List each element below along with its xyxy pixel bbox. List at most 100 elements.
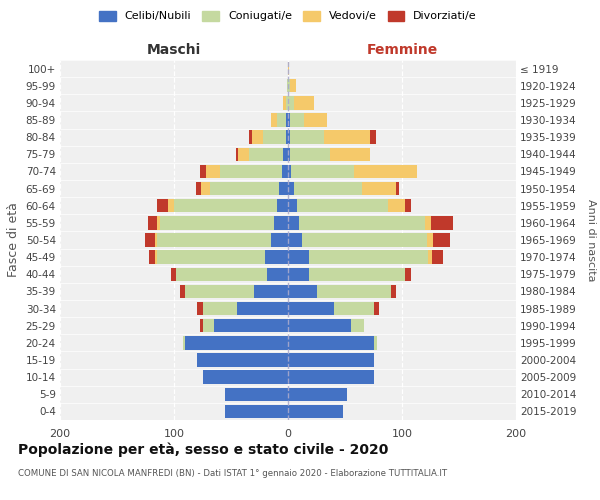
Bar [425,216,431,230]
Bar [160,216,274,230]
Bar [286,130,288,144]
Bar [288,62,289,76]
Bar [200,164,206,178]
Bar [283,164,288,178]
Bar [288,268,308,281]
Bar [288,114,290,126]
Bar [283,96,286,110]
Bar [288,199,297,212]
Bar [294,182,362,196]
Legend: Celibi/Nubili, Coniugati/e, Vedovi/e, Divorziati/e: Celibi/Nubili, Coniugati/e, Vedovi/e, Di… [99,10,477,22]
Bar [268,268,288,281]
Bar [236,148,238,161]
Bar [288,370,373,384]
Bar [265,250,288,264]
Bar [238,148,249,161]
Bar [206,164,220,178]
Bar [220,164,283,178]
Bar [288,302,334,316]
Bar [397,182,398,196]
Bar [334,302,373,316]
Bar [288,79,290,92]
Bar [288,404,343,418]
Bar [391,284,397,298]
Bar [283,148,288,161]
Bar [226,388,288,401]
Text: COMUNE DI SAN NICOLA MANFREDI (BN) - Dati ISTAT 1° gennaio 2020 - Elaborazione T: COMUNE DI SAN NICOLA MANFREDI (BN) - Dat… [18,469,447,478]
Bar [157,199,168,212]
Bar [214,319,288,332]
Bar [254,284,288,298]
Bar [373,302,379,316]
Bar [362,182,397,196]
Bar [288,182,294,196]
Bar [174,199,277,212]
Bar [370,130,376,144]
Bar [176,268,268,281]
Bar [203,302,236,316]
Bar [428,250,431,264]
Bar [288,164,292,178]
Bar [294,96,314,110]
Bar [148,216,157,230]
Bar [288,216,299,230]
Bar [288,319,350,332]
Bar [288,250,308,264]
Bar [350,319,364,332]
Bar [288,234,302,246]
Bar [183,336,185,349]
Bar [251,130,263,144]
Bar [406,199,411,212]
Bar [288,96,294,110]
Bar [155,234,157,246]
Text: Femmine: Femmine [367,42,437,56]
Bar [290,148,330,161]
Bar [249,148,283,161]
Bar [279,182,288,196]
Bar [168,199,174,212]
Bar [203,370,288,384]
Bar [433,234,450,246]
Bar [288,130,290,144]
Bar [290,130,325,144]
Bar [292,164,354,178]
Bar [155,250,157,264]
Bar [226,404,288,418]
Bar [431,250,443,264]
Bar [277,199,288,212]
Bar [157,250,265,264]
Bar [157,216,160,230]
Bar [196,182,202,196]
Bar [373,336,377,349]
Bar [431,216,454,230]
Text: Popolazione per età, sesso e stato civile - 2020: Popolazione per età, sesso e stato civil… [18,442,388,457]
Bar [263,130,286,144]
Bar [330,148,370,161]
Y-axis label: Fasce di età: Fasce di età [7,202,20,278]
Bar [406,268,411,281]
Bar [170,268,176,281]
Bar [211,182,279,196]
Bar [299,216,425,230]
Bar [271,234,288,246]
Bar [149,250,155,264]
Bar [304,114,327,126]
Bar [286,96,288,110]
Bar [288,284,317,298]
Bar [185,336,288,349]
Bar [277,114,286,126]
Bar [297,199,388,212]
Bar [290,79,296,92]
Bar [197,354,288,366]
Bar [286,114,288,126]
Bar [388,199,406,212]
Bar [197,302,203,316]
Bar [290,114,304,126]
Bar [180,284,185,298]
Bar [202,182,211,196]
Bar [274,216,288,230]
Bar [288,336,373,349]
Bar [308,268,406,281]
Bar [236,302,288,316]
Bar [308,250,428,264]
